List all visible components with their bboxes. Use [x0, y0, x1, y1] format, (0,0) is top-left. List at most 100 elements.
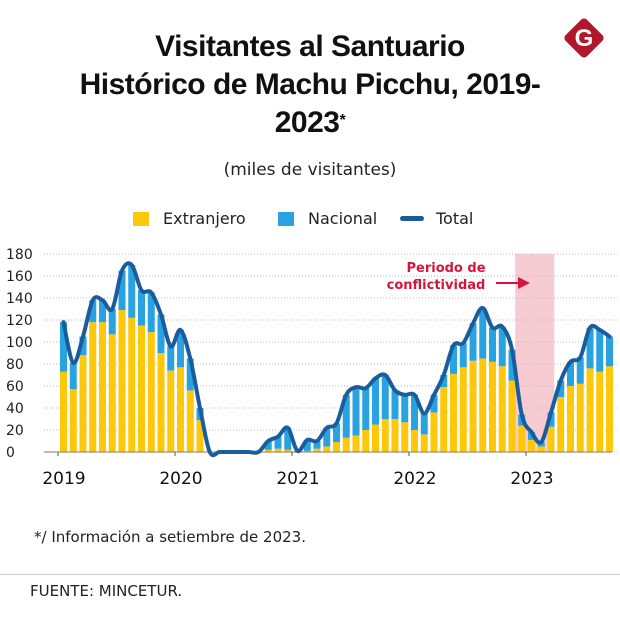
bar-extranjero	[196, 420, 204, 452]
bar-nacional	[264, 441, 272, 450]
x-tick-label: 2022	[393, 469, 436, 489]
bar-extranjero	[313, 448, 321, 452]
bar-extranjero	[352, 435, 360, 452]
bar-extranjero	[89, 322, 97, 452]
bar-nacional	[60, 322, 67, 372]
bar-nacional	[177, 329, 184, 368]
legend-line-total	[400, 216, 424, 221]
bar-extranjero	[459, 367, 467, 452]
legend-item-total: Total	[400, 209, 473, 228]
bar-extranjero	[596, 371, 604, 452]
legend-item-extranjero: Extranjero	[133, 209, 246, 228]
bar-nacional	[479, 307, 487, 359]
bar-extranjero	[528, 439, 535, 452]
bar-extranjero	[586, 368, 594, 452]
bar-nacional	[284, 427, 292, 450]
bar-extranjero	[333, 442, 340, 452]
bar-nacional	[440, 375, 448, 388]
y-tick-label: 60	[6, 379, 24, 395]
y-tick-label: 180	[6, 247, 33, 263]
bar-extranjero	[411, 430, 418, 452]
bar-nacional	[459, 343, 467, 368]
bar-nacional	[157, 314, 165, 353]
bar-nacional	[274, 436, 282, 449]
title-asterisk: *	[339, 112, 346, 129]
bar-extranjero	[440, 387, 448, 452]
bar-extranjero	[489, 361, 496, 452]
bar-nacional	[362, 388, 370, 430]
y-tick-label: 80	[6, 357, 24, 373]
bar-extranjero	[450, 373, 457, 452]
bar-nacional	[323, 427, 331, 447]
bar-nacional	[333, 423, 340, 443]
bar-extranjero	[342, 437, 350, 452]
bar-extranjero	[498, 366, 506, 452]
logo-letter: G	[575, 25, 594, 52]
bar-nacional	[186, 358, 194, 391]
y-tick-label: 40	[6, 401, 24, 417]
bar-extranjero	[401, 422, 409, 452]
chart-title: Visitantes al Santuario Histórico de Mac…	[0, 28, 620, 142]
bar-extranjero	[138, 325, 145, 452]
bar-nacional	[606, 336, 613, 367]
bar-extranjero	[157, 353, 165, 452]
annotation-arrow-icon	[518, 277, 530, 289]
bar-nacional	[450, 345, 457, 374]
bar-extranjero	[147, 332, 155, 452]
bar-nacional	[391, 390, 399, 419]
bar-nacional	[167, 346, 175, 371]
bar-extranjero	[518, 425, 526, 452]
bar-extranjero	[60, 371, 67, 452]
divider	[0, 574, 620, 575]
bar-extranjero	[69, 389, 77, 452]
bar-nacional	[99, 300, 106, 323]
bar-extranjero	[118, 310, 126, 452]
bar-extranjero	[108, 334, 116, 452]
bar-extranjero	[99, 322, 106, 452]
y-tick-label: 0	[6, 445, 15, 461]
bar-nacional	[508, 349, 516, 381]
bar-nacional	[372, 378, 379, 425]
x-tick-label: 2021	[276, 469, 319, 489]
bar-extranjero	[303, 450, 311, 452]
x-tick-label: 2019	[42, 469, 85, 489]
bar-nacional	[342, 394, 350, 438]
bar-nacional	[557, 380, 565, 397]
x-tick-label: 2023	[510, 469, 553, 489]
bar-nacional	[69, 362, 77, 390]
y-tick-label: 100	[6, 335, 33, 351]
bar-nacional	[489, 327, 496, 362]
title-line-3: 2023*	[0, 104, 620, 142]
bar-nacional	[381, 375, 389, 419]
bar-extranjero	[537, 446, 545, 452]
bar-nacional	[469, 323, 477, 361]
bar-nacional	[567, 361, 574, 386]
bar-nacional	[89, 300, 97, 323]
chart-plot: 0 20 40 60 80 100 120 140 160 180 2019 2020 2021 2022…	[6, 247, 618, 489]
bar-extranjero	[323, 446, 331, 452]
bar-nacional	[138, 290, 145, 326]
bar-nacional	[128, 265, 136, 318]
gestion-logo-icon: G	[564, 18, 604, 58]
bar-extranjero	[167, 370, 175, 452]
bar-extranjero	[469, 360, 477, 452]
bar-extranjero	[576, 383, 584, 452]
legend-item-nacional: Nacional	[278, 209, 377, 228]
bar-nacional	[108, 309, 116, 335]
bar-extranjero	[381, 419, 389, 452]
source-note: FUENTE: MINCETUR.	[30, 582, 183, 600]
annotation-line-2: conflictividad	[387, 278, 486, 293]
bar-extranjero	[284, 449, 292, 452]
x-tick-label: 2020	[159, 469, 202, 489]
bar-extranjero	[557, 397, 565, 452]
legend-label-nacional: Nacional	[308, 209, 378, 228]
legend-label-total: Total	[436, 209, 474, 228]
legend-swatch-nacional	[278, 211, 294, 226]
y-tick-label: 140	[6, 291, 33, 307]
bar-nacional	[576, 357, 584, 384]
bar-extranjero	[430, 412, 438, 452]
annotation-line-1: Periodo de	[406, 261, 485, 276]
bar-extranjero	[79, 355, 87, 452]
legend-label-extranjero: Extranjero	[163, 209, 246, 228]
bar-extranjero	[567, 386, 574, 452]
